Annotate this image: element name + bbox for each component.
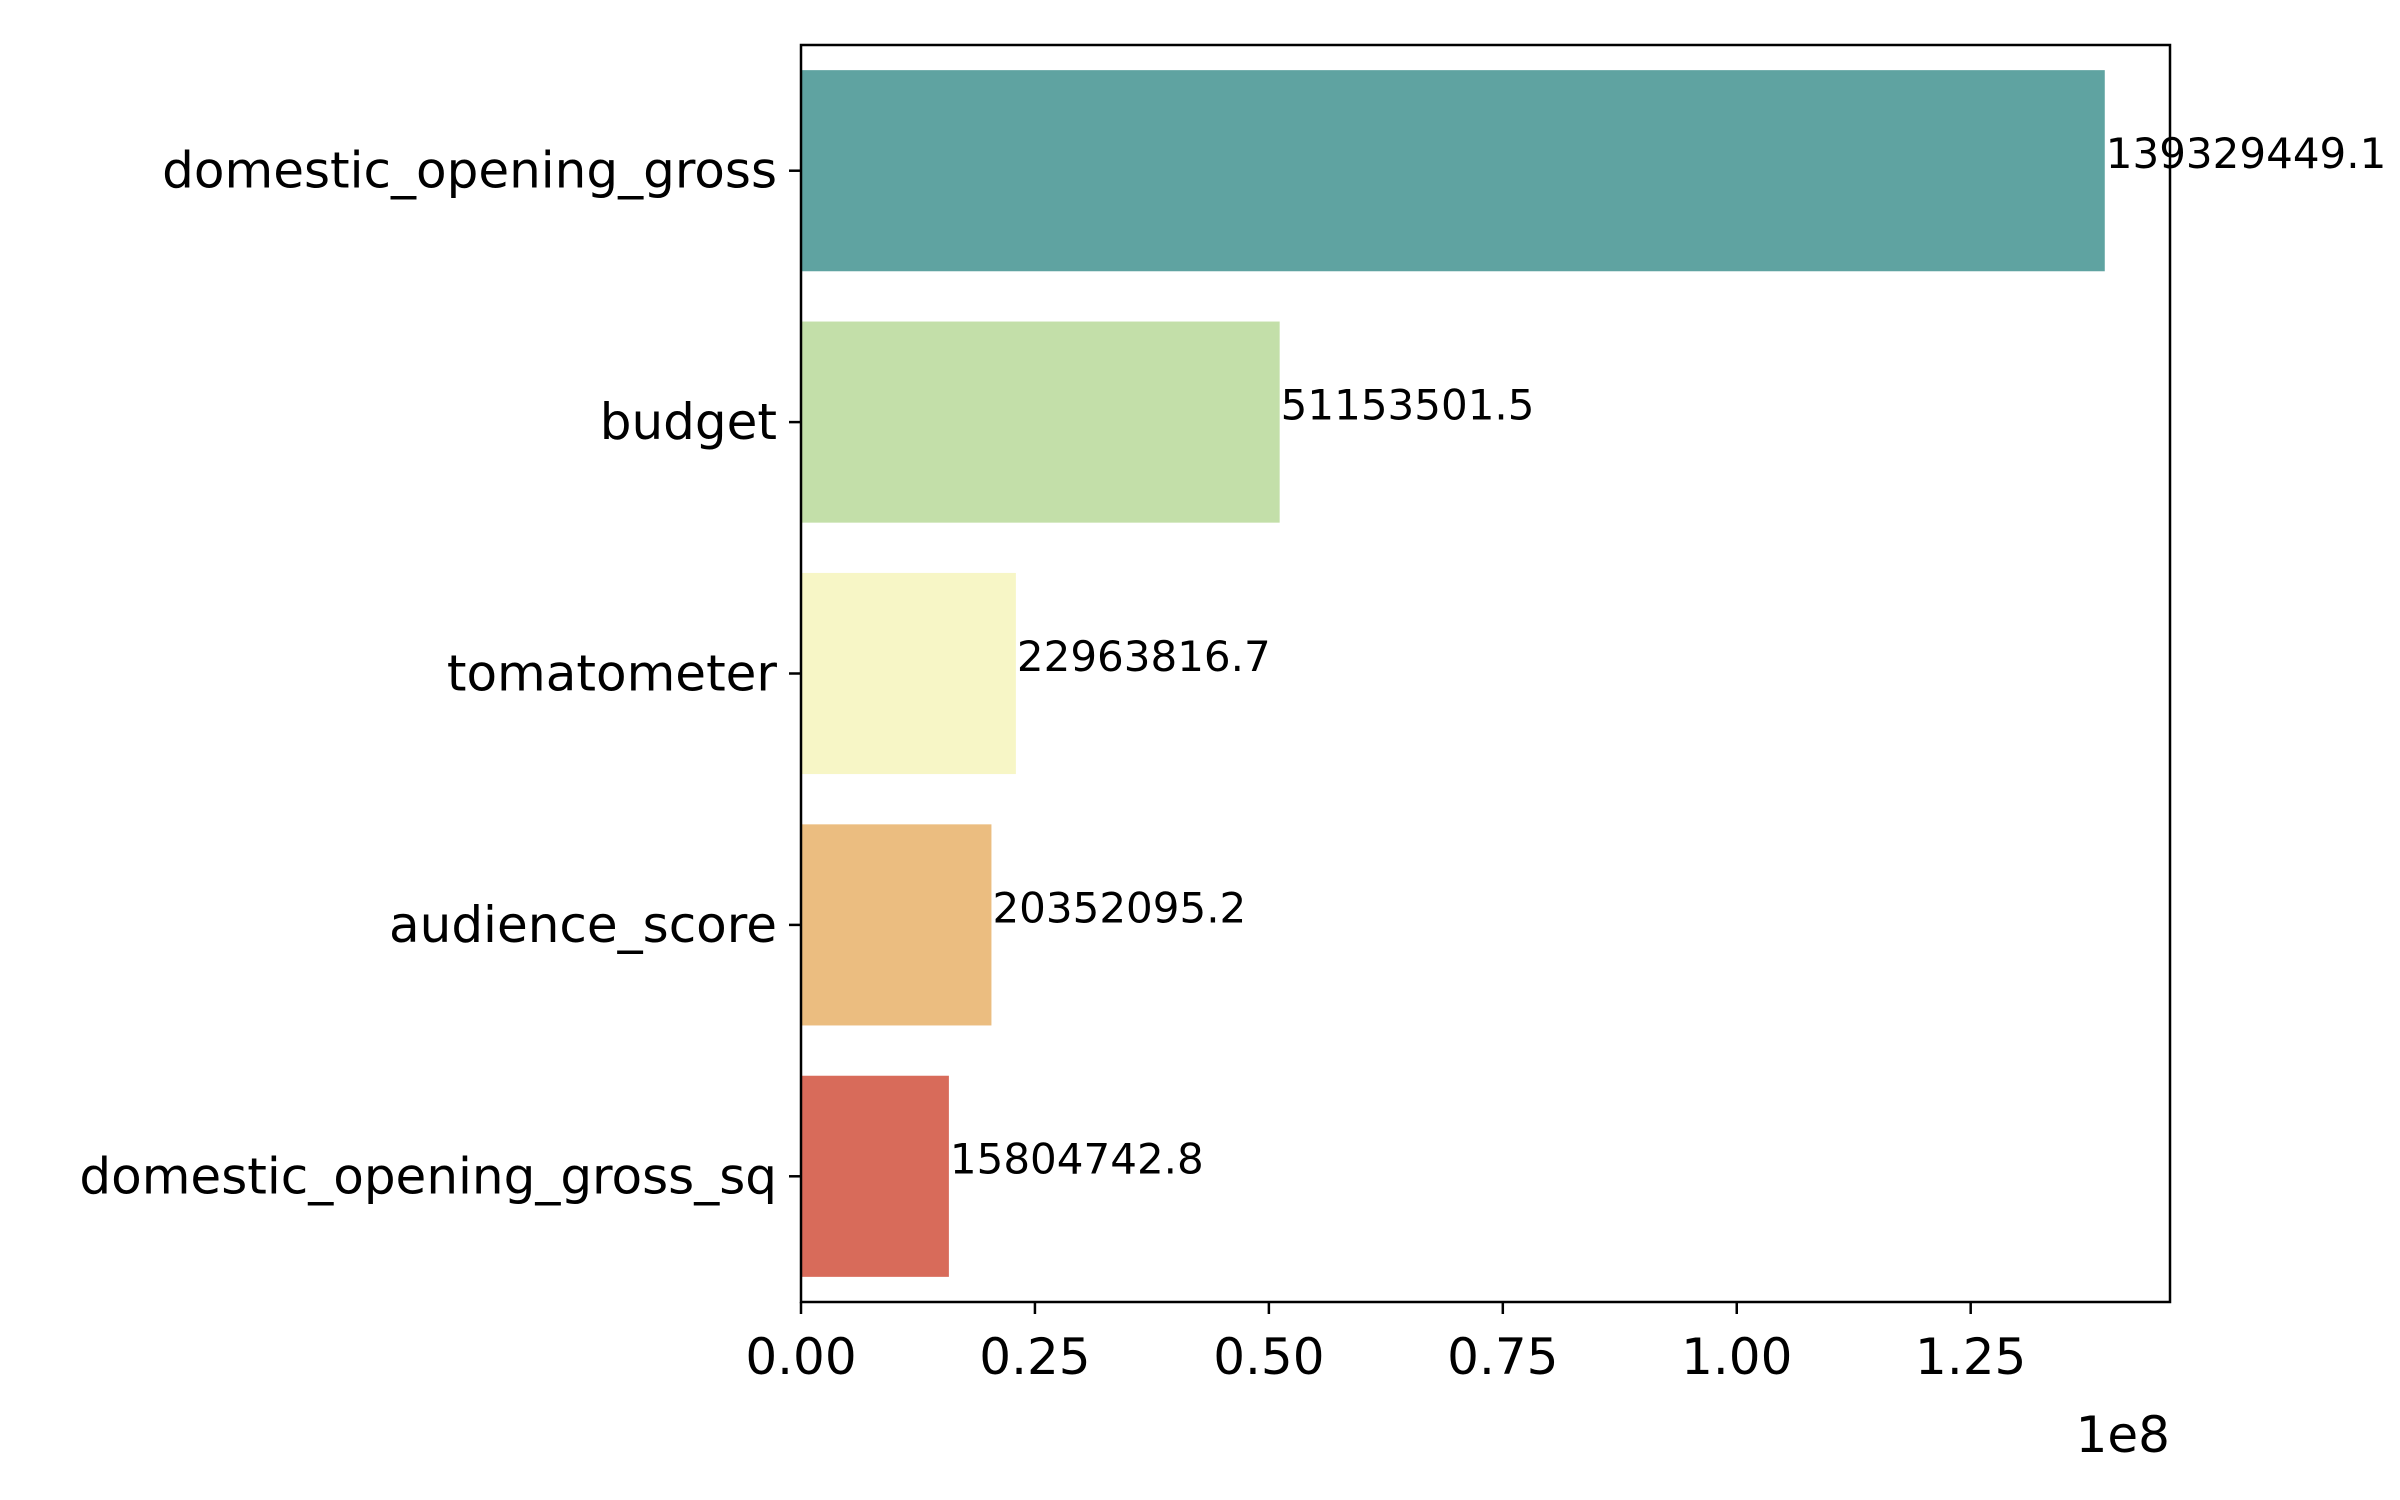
bar-audience-score: [801, 824, 992, 1026]
y-tick-label: audience_score: [389, 896, 777, 954]
x-tick-label: 1.25: [1915, 1328, 2026, 1386]
data-labels-layer: 139329449.1 51153501.5 22963816.7 20352095.…: [950, 129, 2386, 1184]
x-tick-label: 0.75: [1447, 1328, 1558, 1386]
bar-value-label: 22963816.7: [1017, 632, 1271, 681]
x-tick-label: 0.50: [1213, 1328, 1324, 1386]
bar-domestic-opening-gross: [801, 70, 2105, 272]
y-tick-label: budget: [600, 393, 777, 451]
bar-tomatometer: [801, 572, 1016, 775]
y-tick-label: domestic_opening_gross: [162, 142, 777, 200]
x-axis-multiplier: 1e8: [2076, 1406, 2170, 1464]
y-tick-label: domestic_opening_gross_sq: [79, 1147, 777, 1205]
x-tick-label: 1.00: [1681, 1328, 1792, 1386]
bar-value-label: 51153501.5: [1281, 381, 1535, 430]
bar-value-label: 139329449.1: [2106, 129, 2387, 178]
x-axis: 0.00 0.25 0.50 0.75 1.00 1.25: [745, 1302, 2026, 1386]
y-tick-label: tomatometer: [447, 645, 778, 703]
x-tick-label: 0.00: [745, 1328, 856, 1386]
bar-budget: [801, 321, 1280, 523]
bars-layer: [801, 70, 2105, 1277]
bar-domestic-opening-gross-sq: [801, 1075, 949, 1277]
bar-value-label: 15804742.8: [950, 1135, 1204, 1184]
bar-value-label: 20352095.2: [992, 883, 1246, 932]
x-tick-label: 0.25: [979, 1328, 1090, 1386]
